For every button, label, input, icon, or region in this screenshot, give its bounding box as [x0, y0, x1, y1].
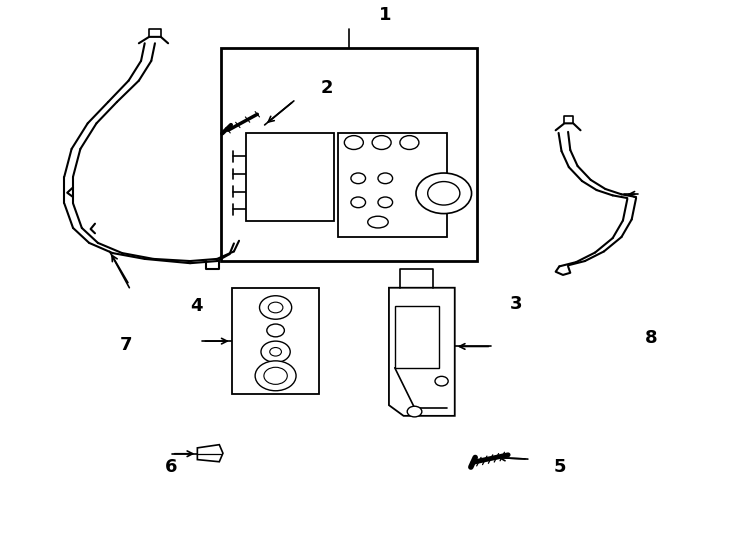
- Circle shape: [260, 296, 291, 319]
- Bar: [338, 133, 448, 237]
- Bar: [395, 306, 439, 368]
- Circle shape: [378, 173, 393, 184]
- Bar: [221, 48, 476, 261]
- Text: 4: 4: [190, 298, 203, 315]
- Ellipse shape: [368, 216, 388, 228]
- Circle shape: [255, 361, 296, 391]
- Bar: [247, 133, 334, 221]
- Text: 7: 7: [120, 336, 132, 354]
- Text: 1: 1: [379, 5, 391, 24]
- Bar: [232, 288, 319, 395]
- Text: 2: 2: [321, 79, 333, 97]
- Circle shape: [351, 173, 366, 184]
- Text: 5: 5: [553, 457, 566, 476]
- Text: 3: 3: [509, 295, 522, 313]
- Circle shape: [378, 197, 393, 208]
- Circle shape: [264, 367, 287, 384]
- Circle shape: [270, 348, 281, 356]
- Circle shape: [416, 173, 471, 214]
- Circle shape: [269, 302, 283, 313]
- Circle shape: [372, 136, 391, 150]
- Text: 8: 8: [645, 329, 658, 347]
- Circle shape: [428, 181, 460, 205]
- Text: 6: 6: [164, 457, 177, 476]
- Circle shape: [351, 197, 366, 208]
- Circle shape: [344, 136, 363, 150]
- Circle shape: [267, 324, 284, 337]
- Circle shape: [400, 136, 419, 150]
- Circle shape: [261, 341, 290, 362]
- Circle shape: [435, 376, 448, 386]
- Circle shape: [407, 406, 422, 417]
